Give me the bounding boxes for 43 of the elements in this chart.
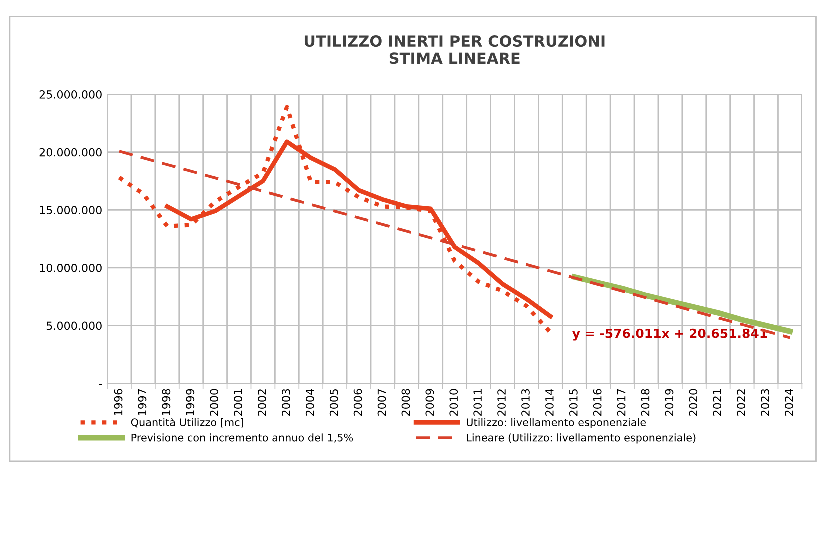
x-tick-label: 2020: [689, 389, 698, 416]
x-tick-label: 2004: [306, 389, 314, 416]
line-series: [117, 105, 553, 335]
x-tick-label: 2015: [569, 389, 578, 416]
x-tick-label: 2008: [402, 389, 410, 416]
x-tick-label: 2009: [426, 389, 434, 416]
x-tick-label: 2017: [617, 389, 626, 416]
x-tick-label: 2022: [737, 390, 746, 416]
x-tick-label: 2006: [354, 389, 362, 416]
x-tick-label: 2002: [258, 390, 266, 416]
x-tick-label: 1996: [114, 389, 123, 416]
x-tick-label: 2000: [210, 389, 219, 416]
x-tick-label: 2010: [450, 389, 458, 416]
y-tick-label: 10.000.000: [40, 264, 102, 272]
y-tick-label: -: [99, 384, 102, 386]
x-tick-label: 2021: [713, 390, 722, 416]
line-series: [118, 150, 792, 340]
y-tick-label: 20.000.000: [40, 148, 102, 157]
x-tick-label: 2001: [234, 390, 242, 416]
x-tick-label: 2013: [522, 389, 530, 416]
x-tick-label: 2014: [545, 389, 554, 416]
x-tick-label: 2003: [282, 389, 290, 416]
x-tick-label: 2016: [593, 389, 602, 416]
y-tick-label: 25.000.000: [40, 90, 102, 99]
x-tick-label: 1997: [138, 389, 147, 416]
x-tick-label: 2011: [474, 390, 482, 416]
x-tick-label: 2024: [785, 389, 794, 416]
y-tick-label: 5.000.000: [46, 322, 102, 330]
legend-label: Lineare (Utilizzo: livellamento esponenziale): [467, 434, 696, 444]
legend-label: Previsione con incremento annuo del 1,5%: [132, 434, 354, 443]
x-tick-label: 2023: [761, 389, 770, 416]
x-tick-label: 2005: [330, 389, 338, 416]
y-tick-label: 15.000.000: [40, 206, 102, 215]
legend-label: Quantità Utilizzo [mc]: [131, 418, 244, 428]
x-tick-label: 2019: [665, 389, 674, 416]
x-tick-label: 2018: [641, 389, 650, 416]
x-tick-label: 1999: [186, 389, 195, 416]
annotation: y = -576.011x + 20.651.841: [572, 328, 768, 341]
x-tick-label: 1998: [162, 389, 171, 416]
x-tick-label: 2007: [378, 389, 386, 416]
chart-title: UTILIZZO INERTI PER COSTRUZIONI STIMA LINEARE: [304, 36, 605, 64]
legend-label: Utilizzo: livellamento esponenziale: [467, 418, 646, 428]
x-tick-label: 2012: [498, 390, 506, 416]
